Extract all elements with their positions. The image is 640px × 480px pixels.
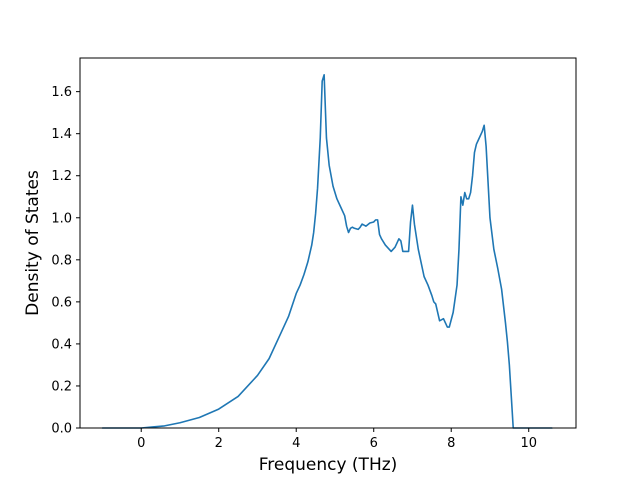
y-tick-label: 0.4: [51, 337, 72, 352]
y-tick-label: 1.0: [51, 211, 72, 226]
x-tick-label: 4: [292, 436, 300, 451]
y-tick-label: 0.6: [51, 295, 72, 310]
x-axis-label: Frequency (THz): [259, 455, 398, 475]
y-tick-label: 0.8: [51, 253, 72, 268]
y-tick-label: 1.2: [51, 169, 72, 184]
y-tick-label: 0.0: [51, 422, 72, 437]
x-axis-ticks: 0 2 4 6 8 10: [137, 428, 537, 451]
y-axis-label: Density of States: [23, 170, 43, 316]
y-tick-label: 0.2: [51, 379, 72, 394]
axes-frame: [79, 57, 577, 429]
plot-area: [101, 74, 553, 429]
x-tick-label: 8: [447, 436, 455, 451]
x-tick-label: 2: [215, 436, 223, 451]
x-tick-label: 10: [520, 436, 537, 451]
y-tick-label: 1.4: [51, 127, 72, 142]
y-axis-ticks: 0.0 0.2 0.4 0.6 0.8 1.0 1.2 1.4 1.6: [51, 85, 80, 437]
y-tick-label: 1.6: [51, 85, 72, 100]
x-tick-label: 0: [137, 436, 145, 451]
x-tick-label: 6: [370, 436, 378, 451]
dos-series-line: [101, 74, 553, 429]
